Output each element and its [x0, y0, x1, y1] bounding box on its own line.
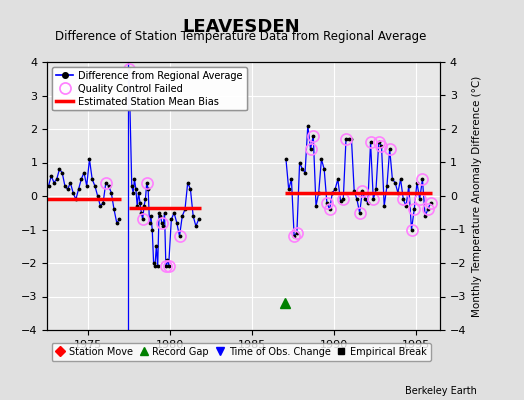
Text: LEAVESDEN: LEAVESDEN — [182, 18, 300, 36]
Legend: Difference from Regional Average, Quality Control Failed, Estimated Station Mean: Difference from Regional Average, Qualit… — [52, 67, 247, 110]
Y-axis label: Monthly Temperature Anomaly Difference (°C): Monthly Temperature Anomaly Difference (… — [472, 75, 482, 317]
Text: Berkeley Earth: Berkeley Earth — [405, 386, 477, 396]
Legend: Station Move, Record Gap, Time of Obs. Change, Empirical Break: Station Move, Record Gap, Time of Obs. C… — [51, 343, 431, 361]
Text: Difference of Station Temperature Data from Regional Average: Difference of Station Temperature Data f… — [56, 30, 427, 43]
